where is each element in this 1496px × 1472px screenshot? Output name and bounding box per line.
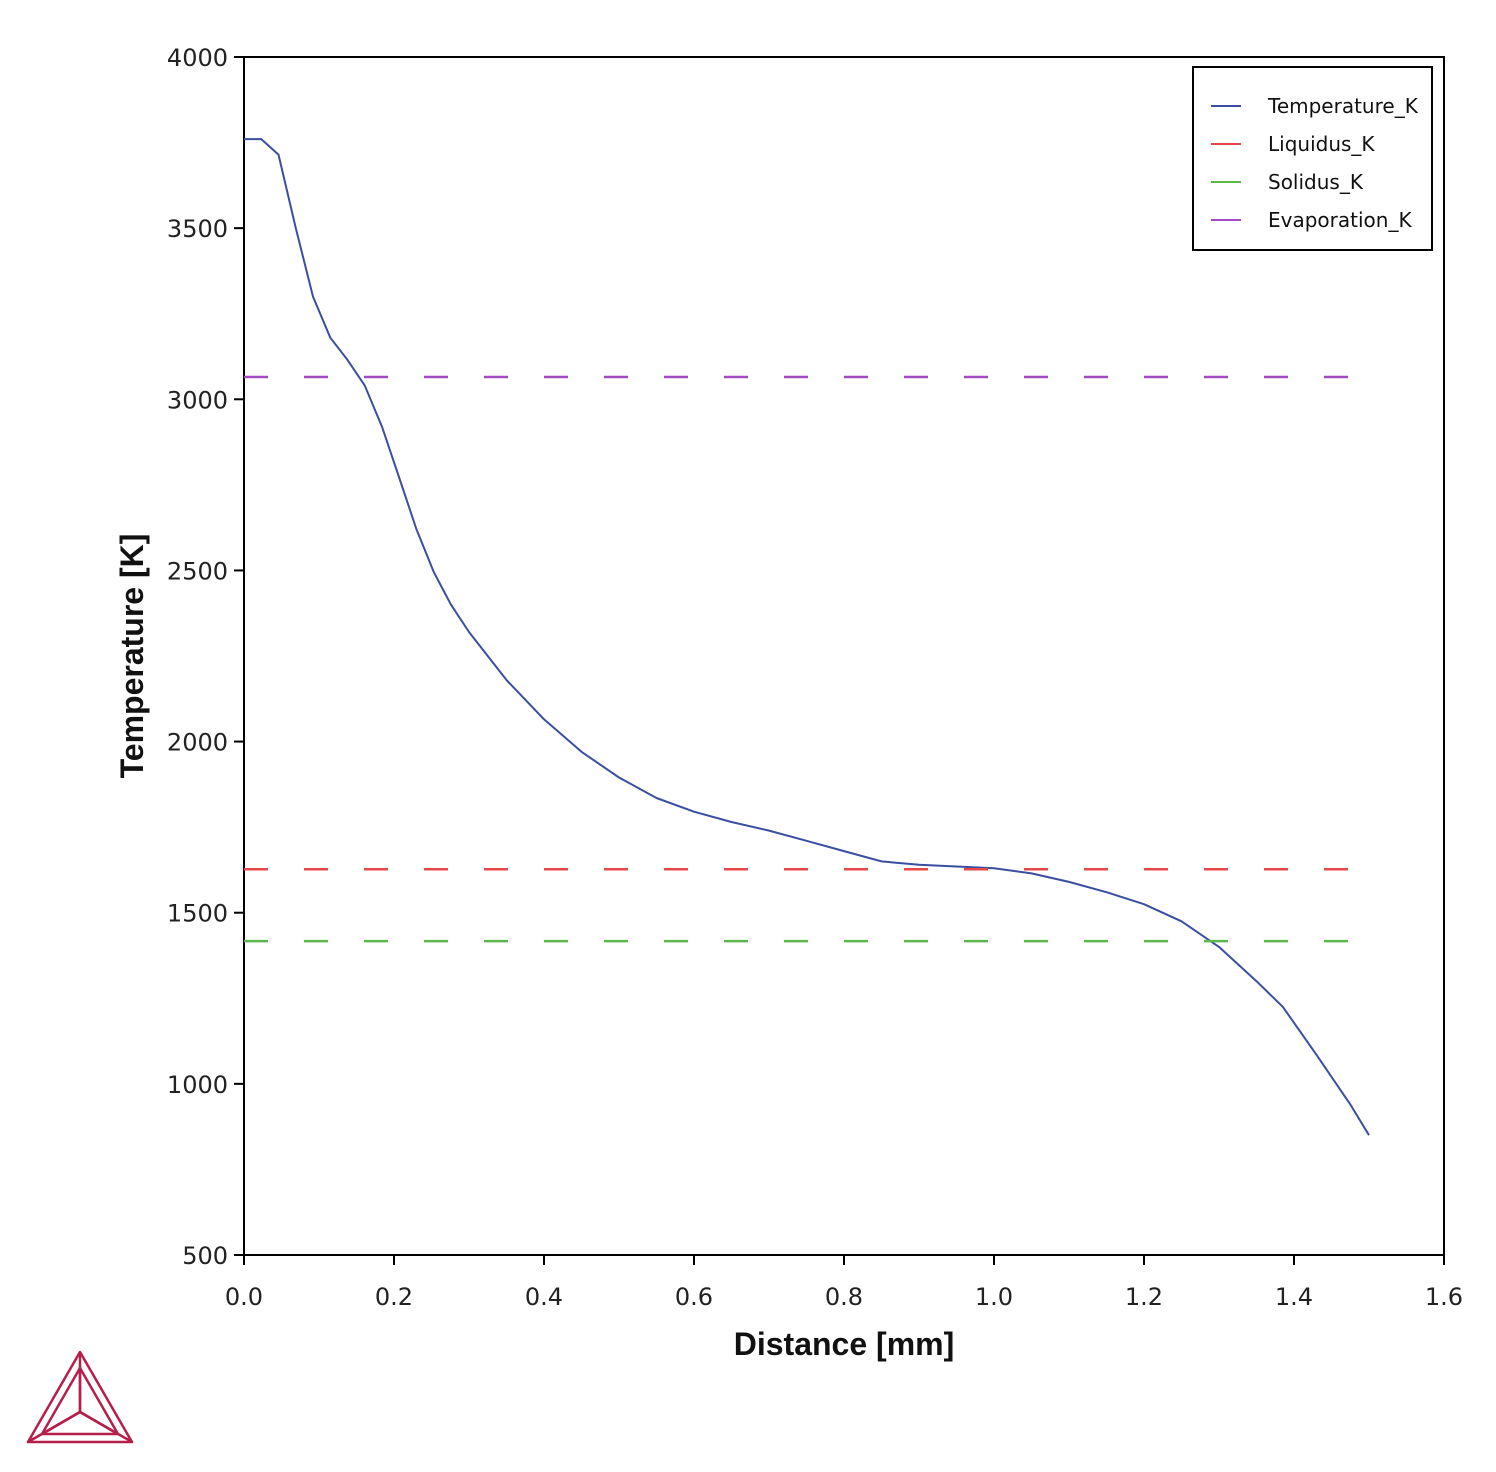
y-tick-label: 1000 — [167, 1071, 228, 1099]
x-tick-label: 0.6 — [675, 1283, 713, 1311]
y-axis-title: Temperature [K] — [114, 534, 150, 779]
x-tick-label: 0.0 — [225, 1283, 263, 1311]
series-line-temperature-k — [244, 138, 1370, 1136]
y-tick-label: 1500 — [167, 900, 228, 928]
x-tick-label: 1.4 — [1275, 1283, 1313, 1311]
legend-label: Temperature_K — [1267, 94, 1419, 118]
legend-label: Liquidus_K — [1268, 132, 1375, 156]
y-tick-label: 3500 — [167, 215, 228, 243]
x-axis-title: Distance [mm] — [734, 1326, 955, 1362]
x-tick-label: 0.2 — [375, 1283, 413, 1311]
series-layer — [244, 138, 1370, 1136]
x-tick-label: 0.8 — [825, 1283, 863, 1311]
x-axis: 0.0 0.2 0.4 0.6 0.8 1.0 1.2 1.4 1.6 — [225, 1255, 1463, 1311]
legend-label: Evaporation_K — [1268, 208, 1412, 232]
thermo-calc-logo — [26, 1350, 134, 1444]
y-tick-label: 2000 — [167, 729, 228, 757]
y-tick-label: 500 — [182, 1242, 228, 1270]
legend-label: Solidus_K — [1268, 170, 1364, 194]
x-tick-label: 0.4 — [525, 1283, 563, 1311]
legend: Temperature_K Liquidus_K Solidus_K Evaporat… — [1192, 66, 1433, 251]
x-tick-label: 1.6 — [1425, 1283, 1463, 1311]
x-tick-label: 1.0 — [975, 1283, 1013, 1311]
x-tick-label: 1.2 — [1125, 1283, 1163, 1311]
y-tick-label: 3000 — [167, 386, 228, 414]
y-tick-label: 2500 — [167, 557, 228, 585]
y-tick-label: 4000 — [167, 44, 228, 72]
y-axis: 500 1000 1500 2000 2500 3000 3500 4000 — [167, 44, 244, 1270]
